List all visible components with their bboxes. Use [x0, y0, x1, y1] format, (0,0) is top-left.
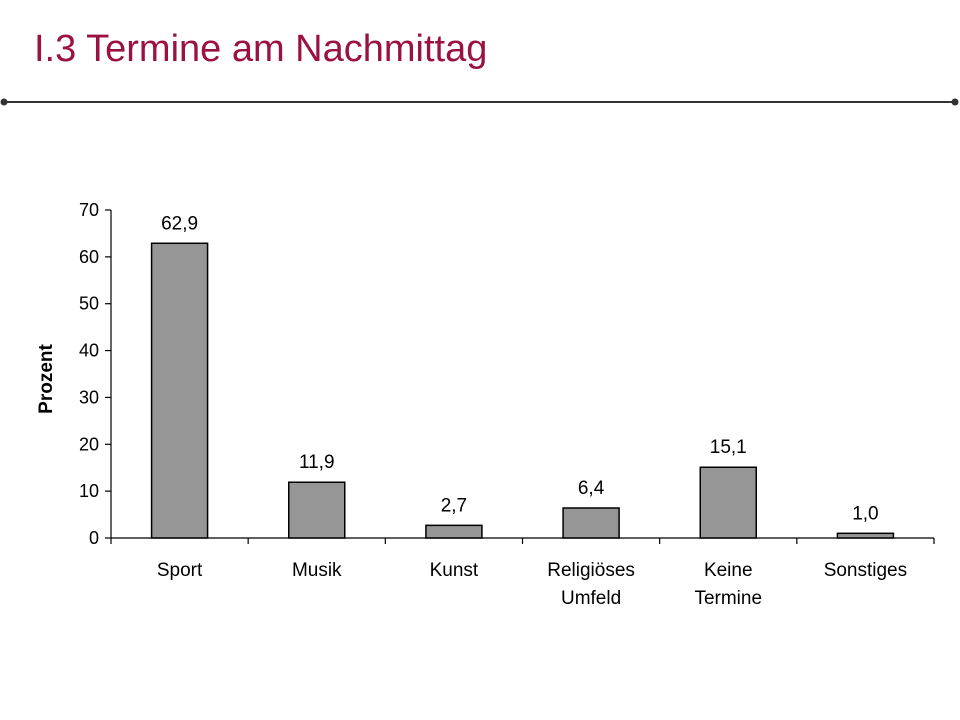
slide-title: I.3 Termine am Nachmittag: [34, 28, 488, 70]
chart-axes: 0 10 20 30 40 50 60 70: [79, 200, 935, 548]
bar: [836, 532, 895, 539]
chart-bars: [150, 242, 895, 539]
bar: [150, 242, 209, 539]
y-tick-label: 50: [79, 294, 99, 314]
y-tick-label: 20: [79, 434, 99, 454]
chart-labels: 62,9 Sport 11,9 Musik 2,7 Kunst 6,4 Religiöses U…: [157, 213, 907, 609]
category-label: Umfeld: [561, 588, 621, 609]
y-tick-label: 40: [79, 341, 99, 361]
y-axis-title: Prozent: [36, 343, 57, 413]
category-label: Keine: [704, 560, 753, 581]
data-label: 1,0: [852, 503, 878, 524]
data-label: 15,1: [710, 437, 747, 458]
bar: [425, 524, 483, 539]
data-label: 11,9: [299, 452, 335, 473]
category-label: Termine: [694, 588, 762, 609]
y-tick-label: 60: [79, 247, 99, 267]
y-tick-label: 70: [79, 200, 99, 220]
data-label: 2,7: [441, 495, 467, 516]
category-label: Sport: [157, 560, 203, 581]
category-label: Sonstiges: [824, 560, 907, 581]
bar: [699, 466, 757, 539]
title-divider: [0, 98, 959, 106]
data-label: 62,9: [161, 213, 198, 234]
bar: [562, 507, 620, 539]
bar: [288, 481, 346, 539]
y-tick-label: 10: [79, 481, 99, 501]
category-label: Musik: [292, 560, 342, 581]
category-label: Kunst: [430, 560, 479, 581]
y-tick-label: 30: [79, 387, 99, 407]
category-label: Religiöses: [547, 560, 635, 581]
y-tick-label: 0: [89, 528, 99, 548]
data-label: 6,4: [578, 478, 605, 499]
